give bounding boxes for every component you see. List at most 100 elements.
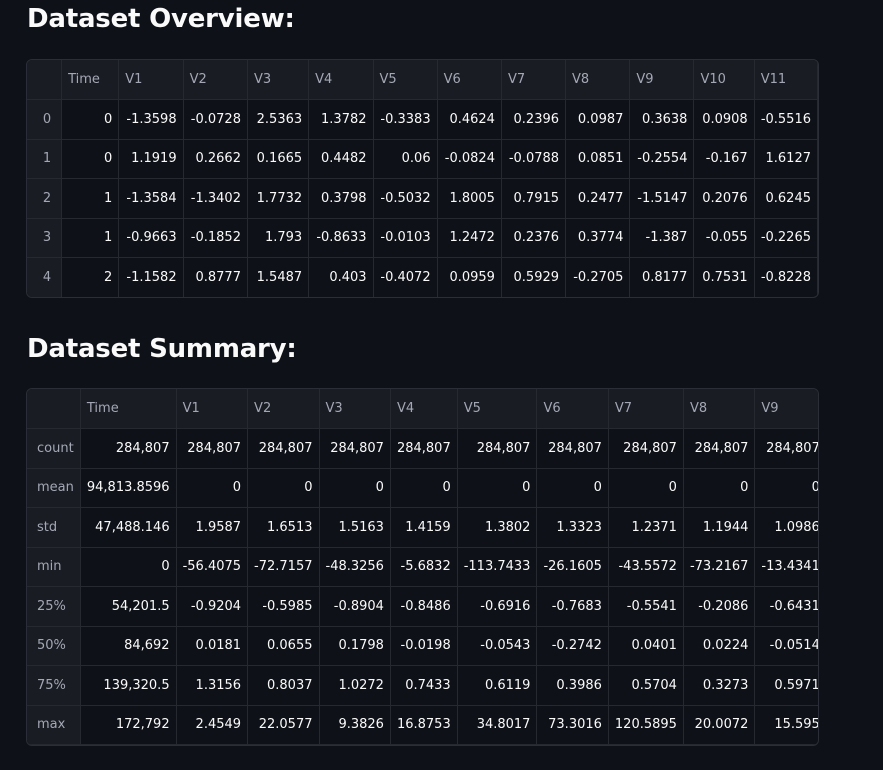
overview-table-cell[interactable]: 0.6245 bbox=[754, 178, 818, 219]
overview-table-cell[interactable]: -0.2265 bbox=[754, 218, 818, 258]
summary-table-cell[interactable]: 1.0986 bbox=[754, 507, 818, 548]
overview-table-cell[interactable]: 0.1665 bbox=[247, 139, 310, 179]
summary-table-cell[interactable]: 0.0181 bbox=[176, 626, 249, 666]
summary-table-cell[interactable]: 1.4159 bbox=[390, 507, 458, 548]
overview-col-header[interactable]: V8 bbox=[565, 60, 631, 100]
summary-table-cell[interactable]: 284,807 bbox=[247, 428, 320, 469]
summary-table-cell[interactable]: 0 bbox=[176, 468, 249, 508]
overview-table-cell[interactable]: 0.0987 bbox=[565, 99, 631, 140]
summary-table-cell[interactable]: 0.5704 bbox=[608, 665, 684, 706]
overview-table-cell[interactable]: 0.4624 bbox=[437, 99, 502, 140]
summary-table-cell[interactable]: -0.5985 bbox=[247, 586, 320, 627]
summary-col-header[interactable]: V9 bbox=[754, 389, 818, 429]
summary-table-cell[interactable]: 0.1798 bbox=[319, 626, 391, 666]
overview-table-cell[interactable]: 1 bbox=[61, 178, 120, 219]
overview-table-cell[interactable]: -0.0728 bbox=[183, 99, 248, 140]
overview-table-cell[interactable]: -0.2705 bbox=[565, 257, 631, 297]
overview-table-cell[interactable]: -0.8228 bbox=[754, 257, 818, 297]
overview-table-cell[interactable]: 0.7531 bbox=[693, 257, 755, 297]
overview-table-cell[interactable]: -0.3383 bbox=[373, 99, 438, 140]
summary-table-cell[interactable]: 1.9587 bbox=[176, 507, 249, 548]
overview-table-cell[interactable]: -1.5147 bbox=[629, 178, 695, 219]
overview-table-cell[interactable]: -1.387 bbox=[629, 218, 695, 258]
summary-table-cell[interactable]: -13.4341 bbox=[754, 547, 818, 587]
summary-table-cell[interactable]: -0.0198 bbox=[390, 626, 458, 666]
summary-table-cell[interactable]: 1.1944 bbox=[683, 507, 756, 548]
overview-table-cell[interactable]: 0.8177 bbox=[629, 257, 695, 297]
overview-table-cell[interactable]: 0.4482 bbox=[308, 139, 374, 179]
overview-table-cell[interactable]: -0.5516 bbox=[754, 99, 818, 140]
overview-col-header[interactable]: V4 bbox=[308, 60, 374, 100]
summary-table-cell[interactable]: 94,813.8596 bbox=[80, 468, 177, 508]
summary-table-cell[interactable]: 0 bbox=[457, 468, 538, 508]
summary-table-cell[interactable]: -5.6832 bbox=[390, 547, 458, 587]
summary-table-cell[interactable]: 0.0655 bbox=[247, 626, 320, 666]
overview-table-cell[interactable]: -0.9663 bbox=[118, 218, 184, 258]
overview-dataframe[interactable]: Time V1 V2 V3 V4 V5 V6 V7 V8 V9 V10 V11 … bbox=[26, 59, 819, 298]
summary-table-cell[interactable]: 0 bbox=[80, 547, 177, 587]
summary-table-cell[interactable]: -0.8904 bbox=[319, 586, 391, 627]
overview-table-cell[interactable]: 0.0908 bbox=[693, 99, 755, 140]
summary-table-cell[interactable]: 284,807 bbox=[319, 428, 391, 469]
summary-table-cell[interactable]: -26.1605 bbox=[536, 547, 609, 587]
overview-table-cell[interactable]: 2.5363 bbox=[247, 99, 310, 140]
summary-table-cell[interactable]: 284,807 bbox=[80, 428, 177, 469]
overview-table-cell[interactable]: -0.5032 bbox=[373, 178, 438, 219]
summary-col-header[interactable]: V1 bbox=[176, 389, 249, 429]
summary-table-cell[interactable]: -48.3256 bbox=[319, 547, 391, 587]
summary-table-cell[interactable]: 84,692 bbox=[80, 626, 177, 666]
summary-table-cell[interactable]: 34.8017 bbox=[457, 705, 538, 745]
overview-col-header[interactable]: V9 bbox=[629, 60, 695, 100]
summary-table-cell[interactable]: 1.5163 bbox=[319, 507, 391, 548]
overview-table-cell[interactable]: 0.0959 bbox=[437, 257, 502, 297]
summary-table-cell[interactable]: -0.2086 bbox=[683, 586, 756, 627]
overview-table-cell[interactable]: 0.06 bbox=[373, 139, 438, 179]
summary-table-cell[interactable]: -0.6431 bbox=[754, 586, 818, 627]
overview-table-cell[interactable]: 1 bbox=[61, 218, 120, 258]
overview-table-cell[interactable]: 1.6127 bbox=[754, 139, 818, 179]
summary-table-cell[interactable]: 0.3273 bbox=[683, 665, 756, 706]
overview-table-cell[interactable]: 0.0851 bbox=[565, 139, 631, 179]
summary-table-cell[interactable]: 120.5895 bbox=[608, 705, 684, 745]
summary-table-cell[interactable]: 0 bbox=[536, 468, 609, 508]
overview-col-header[interactable]: V7 bbox=[501, 60, 567, 100]
summary-col-header[interactable]: V5 bbox=[457, 389, 538, 429]
overview-table-cell[interactable]: 0.2477 bbox=[565, 178, 631, 219]
summary-col-header[interactable]: V4 bbox=[390, 389, 458, 429]
summary-table-cell[interactable]: -0.0514 bbox=[754, 626, 818, 666]
summary-table-cell[interactable]: -72.7157 bbox=[247, 547, 320, 587]
summary-table-cell[interactable]: 284,807 bbox=[390, 428, 458, 469]
summary-col-header[interactable]: Time bbox=[80, 389, 177, 429]
summary-table-cell[interactable]: 284,807 bbox=[457, 428, 538, 469]
overview-col-header[interactable]: V11 bbox=[754, 60, 818, 100]
overview-table-cell[interactable]: 0.2396 bbox=[501, 99, 567, 140]
summary-table-cell[interactable]: 0 bbox=[247, 468, 320, 508]
overview-table-cell[interactable]: 0.3774 bbox=[565, 218, 631, 258]
overview-table-cell[interactable]: 0 bbox=[61, 99, 120, 140]
summary-table-cell[interactable]: 1.0272 bbox=[319, 665, 391, 706]
summary-table-cell[interactable]: 1.6513 bbox=[247, 507, 320, 548]
summary-table-cell[interactable]: -0.0543 bbox=[457, 626, 538, 666]
summary-table-cell[interactable]: 0 bbox=[683, 468, 756, 508]
overview-table-cell[interactable]: 0.2076 bbox=[693, 178, 755, 219]
summary-table-cell[interactable]: 284,807 bbox=[683, 428, 756, 469]
overview-col-header[interactable]: V5 bbox=[373, 60, 438, 100]
summary-table-cell[interactable]: 1.3802 bbox=[457, 507, 538, 548]
overview-table-cell[interactable]: 0.3638 bbox=[629, 99, 695, 140]
overview-table-cell[interactable]: 0.7915 bbox=[501, 178, 567, 219]
summary-table-cell[interactable]: -0.7683 bbox=[536, 586, 609, 627]
summary-table-cell[interactable]: -0.8486 bbox=[390, 586, 458, 627]
summary-col-header[interactable]: V8 bbox=[683, 389, 756, 429]
summary-table-cell[interactable]: 22.0577 bbox=[247, 705, 320, 745]
overview-table-cell[interactable]: 1.2472 bbox=[437, 218, 502, 258]
overview-table-cell[interactable]: -0.0788 bbox=[501, 139, 567, 179]
summary-table-cell[interactable]: 1.3156 bbox=[176, 665, 249, 706]
overview-table-cell[interactable]: -0.0824 bbox=[437, 139, 502, 179]
summary-table-cell[interactable]: 0 bbox=[319, 468, 391, 508]
overview-table-cell[interactable]: 0.2376 bbox=[501, 218, 567, 258]
summary-table-cell[interactable]: 284,807 bbox=[754, 428, 818, 469]
overview-col-header[interactable]: V3 bbox=[247, 60, 310, 100]
summary-table-cell[interactable]: 0.0401 bbox=[608, 626, 684, 666]
overview-table-cell[interactable]: -1.3402 bbox=[183, 178, 248, 219]
summary-col-header[interactable]: V3 bbox=[319, 389, 391, 429]
